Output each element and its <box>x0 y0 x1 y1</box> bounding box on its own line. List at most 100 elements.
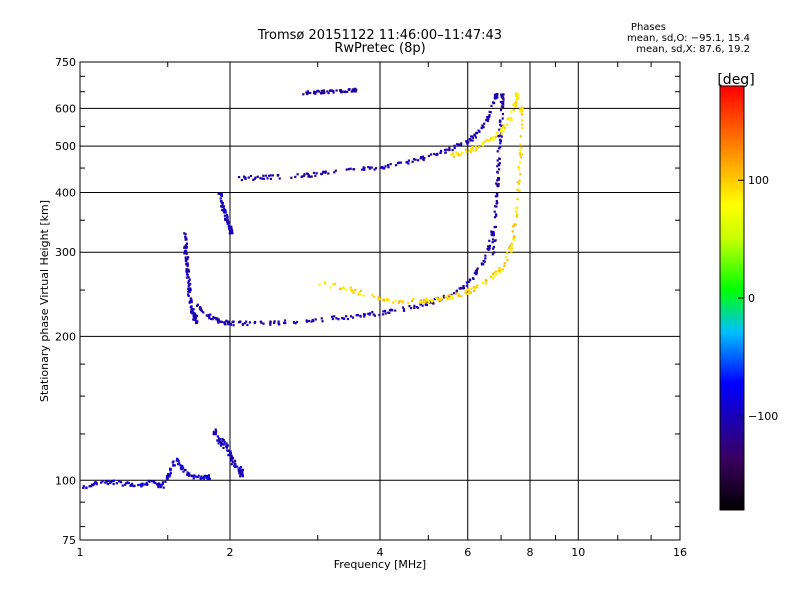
data-point <box>241 475 244 478</box>
data-point <box>185 246 188 249</box>
data-point <box>187 290 190 293</box>
data-point <box>241 473 244 476</box>
data-point <box>498 267 501 270</box>
data-point <box>493 137 496 140</box>
data-point <box>500 105 503 108</box>
data-point <box>318 90 321 93</box>
data-point <box>519 149 522 152</box>
data-point <box>223 207 226 210</box>
data-point <box>500 93 503 96</box>
data-point <box>152 480 156 483</box>
data-point <box>515 95 518 98</box>
data-point <box>361 168 364 171</box>
data-point <box>465 150 468 153</box>
data-point <box>201 476 204 479</box>
data-point <box>373 168 376 171</box>
data-point <box>412 158 416 161</box>
y-tick-label: 500 <box>55 140 76 153</box>
data-point <box>186 258 189 261</box>
data-point <box>293 321 296 324</box>
data-point <box>485 280 488 283</box>
data-point <box>501 96 504 99</box>
data-point <box>510 250 513 253</box>
data-point <box>498 162 501 165</box>
phases-mean-x: mean, sd,X: 87.6, 19.2 <box>636 44 750 55</box>
data-point <box>439 151 442 154</box>
data-point <box>327 92 330 95</box>
data-point <box>179 464 182 467</box>
data-point <box>400 300 403 303</box>
data-point <box>362 167 366 170</box>
data-point <box>514 99 518 102</box>
data-point <box>349 167 352 170</box>
data-point <box>401 306 405 309</box>
data-point <box>227 224 230 228</box>
data-point <box>241 469 244 472</box>
data-point <box>372 313 375 316</box>
data-point <box>496 150 499 153</box>
data-point <box>162 486 165 489</box>
data-point <box>294 322 297 325</box>
data-point <box>278 177 281 180</box>
data-point <box>220 320 223 323</box>
data-point <box>306 92 309 96</box>
data-point <box>271 174 274 177</box>
data-point <box>151 480 154 483</box>
trace-f1-trace <box>195 230 495 327</box>
x-tick-label: 16 <box>673 546 687 559</box>
data-point <box>520 146 523 149</box>
data-point <box>231 460 234 463</box>
data-point <box>489 137 493 140</box>
data-point <box>371 311 374 314</box>
data-point <box>477 129 480 132</box>
data-point <box>194 315 197 318</box>
data-point <box>223 440 226 443</box>
data-point <box>318 283 321 286</box>
data-point <box>514 210 518 213</box>
data-point <box>496 96 499 99</box>
data-point <box>506 118 509 121</box>
data-point <box>222 439 225 442</box>
data-point <box>294 175 297 178</box>
data-point <box>417 159 420 162</box>
data-point <box>424 299 427 302</box>
data-point <box>492 275 495 278</box>
data-point <box>313 90 316 93</box>
data-point <box>335 89 338 92</box>
data-point <box>185 259 188 262</box>
data-point <box>407 159 410 162</box>
data-point <box>475 273 478 276</box>
data-point <box>466 142 469 145</box>
data-point <box>502 124 505 127</box>
data-point <box>176 458 179 461</box>
data-point <box>419 299 422 302</box>
data-point <box>224 218 227 221</box>
data-point <box>481 141 484 144</box>
data-point <box>521 108 524 111</box>
data-point <box>433 153 436 156</box>
data-point <box>498 272 501 275</box>
data-point <box>344 288 347 291</box>
data-point <box>515 93 518 97</box>
data-point <box>387 311 390 314</box>
data-point <box>445 148 448 151</box>
data-point <box>228 228 231 231</box>
data-point <box>399 161 402 164</box>
data-point <box>476 132 479 135</box>
data-point <box>187 285 190 288</box>
data-point <box>131 483 134 486</box>
data-point <box>440 298 443 301</box>
data-point <box>368 313 371 316</box>
data-point <box>521 110 524 113</box>
data-point <box>190 307 193 310</box>
data-point <box>512 104 515 107</box>
data-point <box>464 148 468 151</box>
data-point <box>519 173 522 176</box>
data-point <box>187 269 190 272</box>
data-point <box>324 282 327 285</box>
data-point <box>232 320 235 323</box>
trace-vertical-near-2-mhz <box>217 192 234 235</box>
data-point <box>362 294 365 297</box>
data-point <box>502 98 505 101</box>
data-point <box>190 299 193 302</box>
